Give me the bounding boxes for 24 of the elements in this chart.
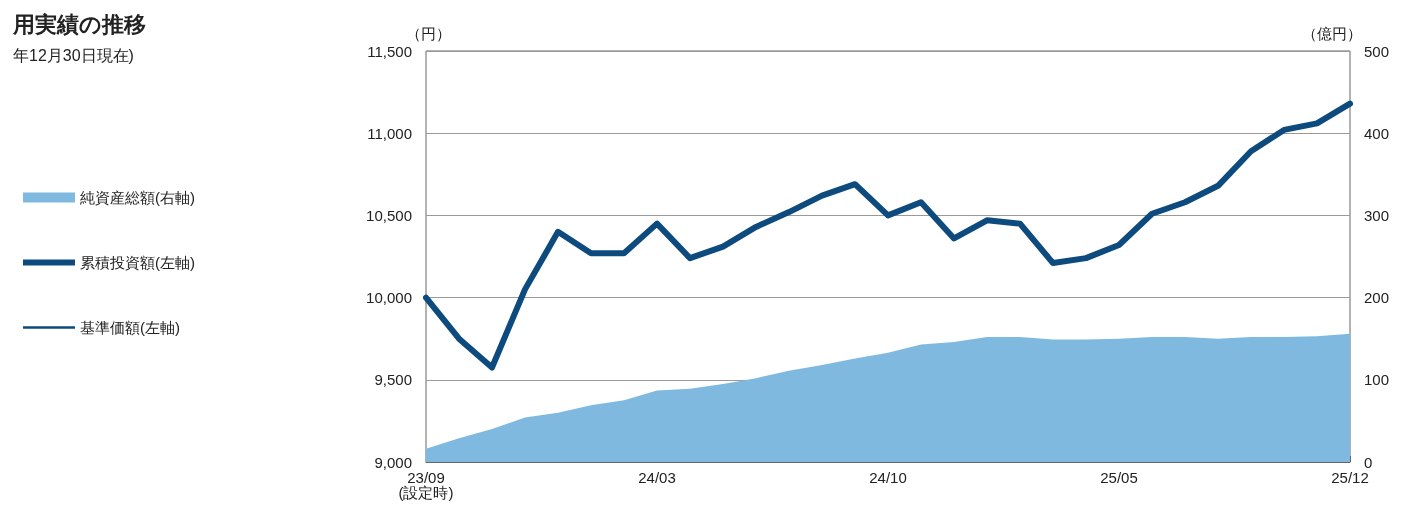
legend-label: 累積投資額(左軸) xyxy=(80,254,195,271)
y-tick-label: 11,000 xyxy=(367,124,412,142)
x-tick-label: 25/05 xyxy=(1100,469,1138,486)
y-tick-label: 9,000 xyxy=(374,453,412,471)
y2-tick-label: 100 xyxy=(1364,371,1390,389)
x-tick-label: 25/12 xyxy=(1331,469,1369,486)
y2-axis-title: （億円） xyxy=(1302,25,1362,42)
y2-tick-label: 300 xyxy=(1364,206,1390,224)
x-tick-label: 23/09 (設定時) xyxy=(398,469,454,501)
x-tick-label: 24/10 xyxy=(869,469,907,486)
text: 用実績の推移 xyxy=(12,11,146,37)
x-tick-label: 24/03 xyxy=(638,469,676,486)
y2-tick-label: 0 xyxy=(1364,453,1373,471)
y2-tick-label: 500 xyxy=(1364,42,1390,60)
text: 年12月30日現在) xyxy=(13,46,134,64)
y2-tick-label: 400 xyxy=(1364,124,1390,142)
legend-label: 純資産総額(右軸) xyxy=(80,189,195,206)
y-tick-label: 11,500 xyxy=(367,42,412,60)
y-tick-label: 10,000 xyxy=(366,289,412,307)
y-axis-title: （円） xyxy=(406,25,451,42)
y-tick-label: 9,500 xyxy=(374,371,412,389)
legend-label: 基準価額(左軸) xyxy=(80,319,180,336)
y2-tick-label: 200 xyxy=(1364,289,1390,307)
y-tick-label: 10,500 xyxy=(366,206,412,224)
